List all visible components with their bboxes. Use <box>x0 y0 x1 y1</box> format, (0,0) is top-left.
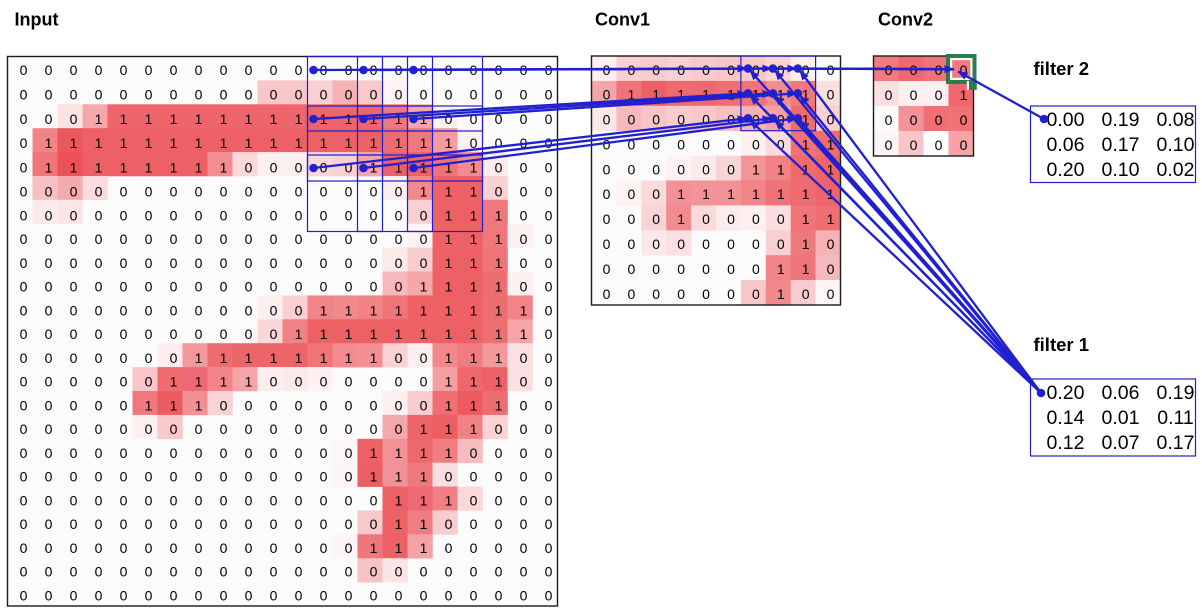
svg-text:0.10: 0.10 <box>1157 134 1195 156</box>
svg-text:0.19: 0.19 <box>1157 382 1195 404</box>
svg-text:0.06: 0.06 <box>1102 382 1140 404</box>
svg-text:0.10: 0.10 <box>1102 159 1140 181</box>
svg-text:0.01: 0.01 <box>1102 407 1140 429</box>
svg-text:0.02: 0.02 <box>1157 159 1195 181</box>
svg-text:0.14: 0.14 <box>1047 407 1085 429</box>
svg-text:Conv1: Conv1 <box>595 10 650 30</box>
svg-text:0.17: 0.17 <box>1157 432 1195 454</box>
svg-text:0.19: 0.19 <box>1102 109 1140 131</box>
svg-text:0.17: 0.17 <box>1102 134 1140 156</box>
svg-text:Input: Input <box>15 10 59 30</box>
svg-text:0.11: 0.11 <box>1157 407 1194 429</box>
svg-text:0.12: 0.12 <box>1047 432 1085 454</box>
svg-text:0.06: 0.06 <box>1047 134 1085 156</box>
svg-text:0.00: 0.00 <box>1047 109 1085 131</box>
svg-text:0.07: 0.07 <box>1102 432 1140 454</box>
svg-text:0.08: 0.08 <box>1157 109 1195 131</box>
svg-text:filter 1: filter 1 <box>1034 334 1090 355</box>
svg-text:0.20: 0.20 <box>1047 382 1085 404</box>
svg-text:filter 2: filter 2 <box>1034 58 1090 79</box>
svg-text:Conv2: Conv2 <box>878 10 933 30</box>
svg-text:0.20: 0.20 <box>1047 159 1085 181</box>
